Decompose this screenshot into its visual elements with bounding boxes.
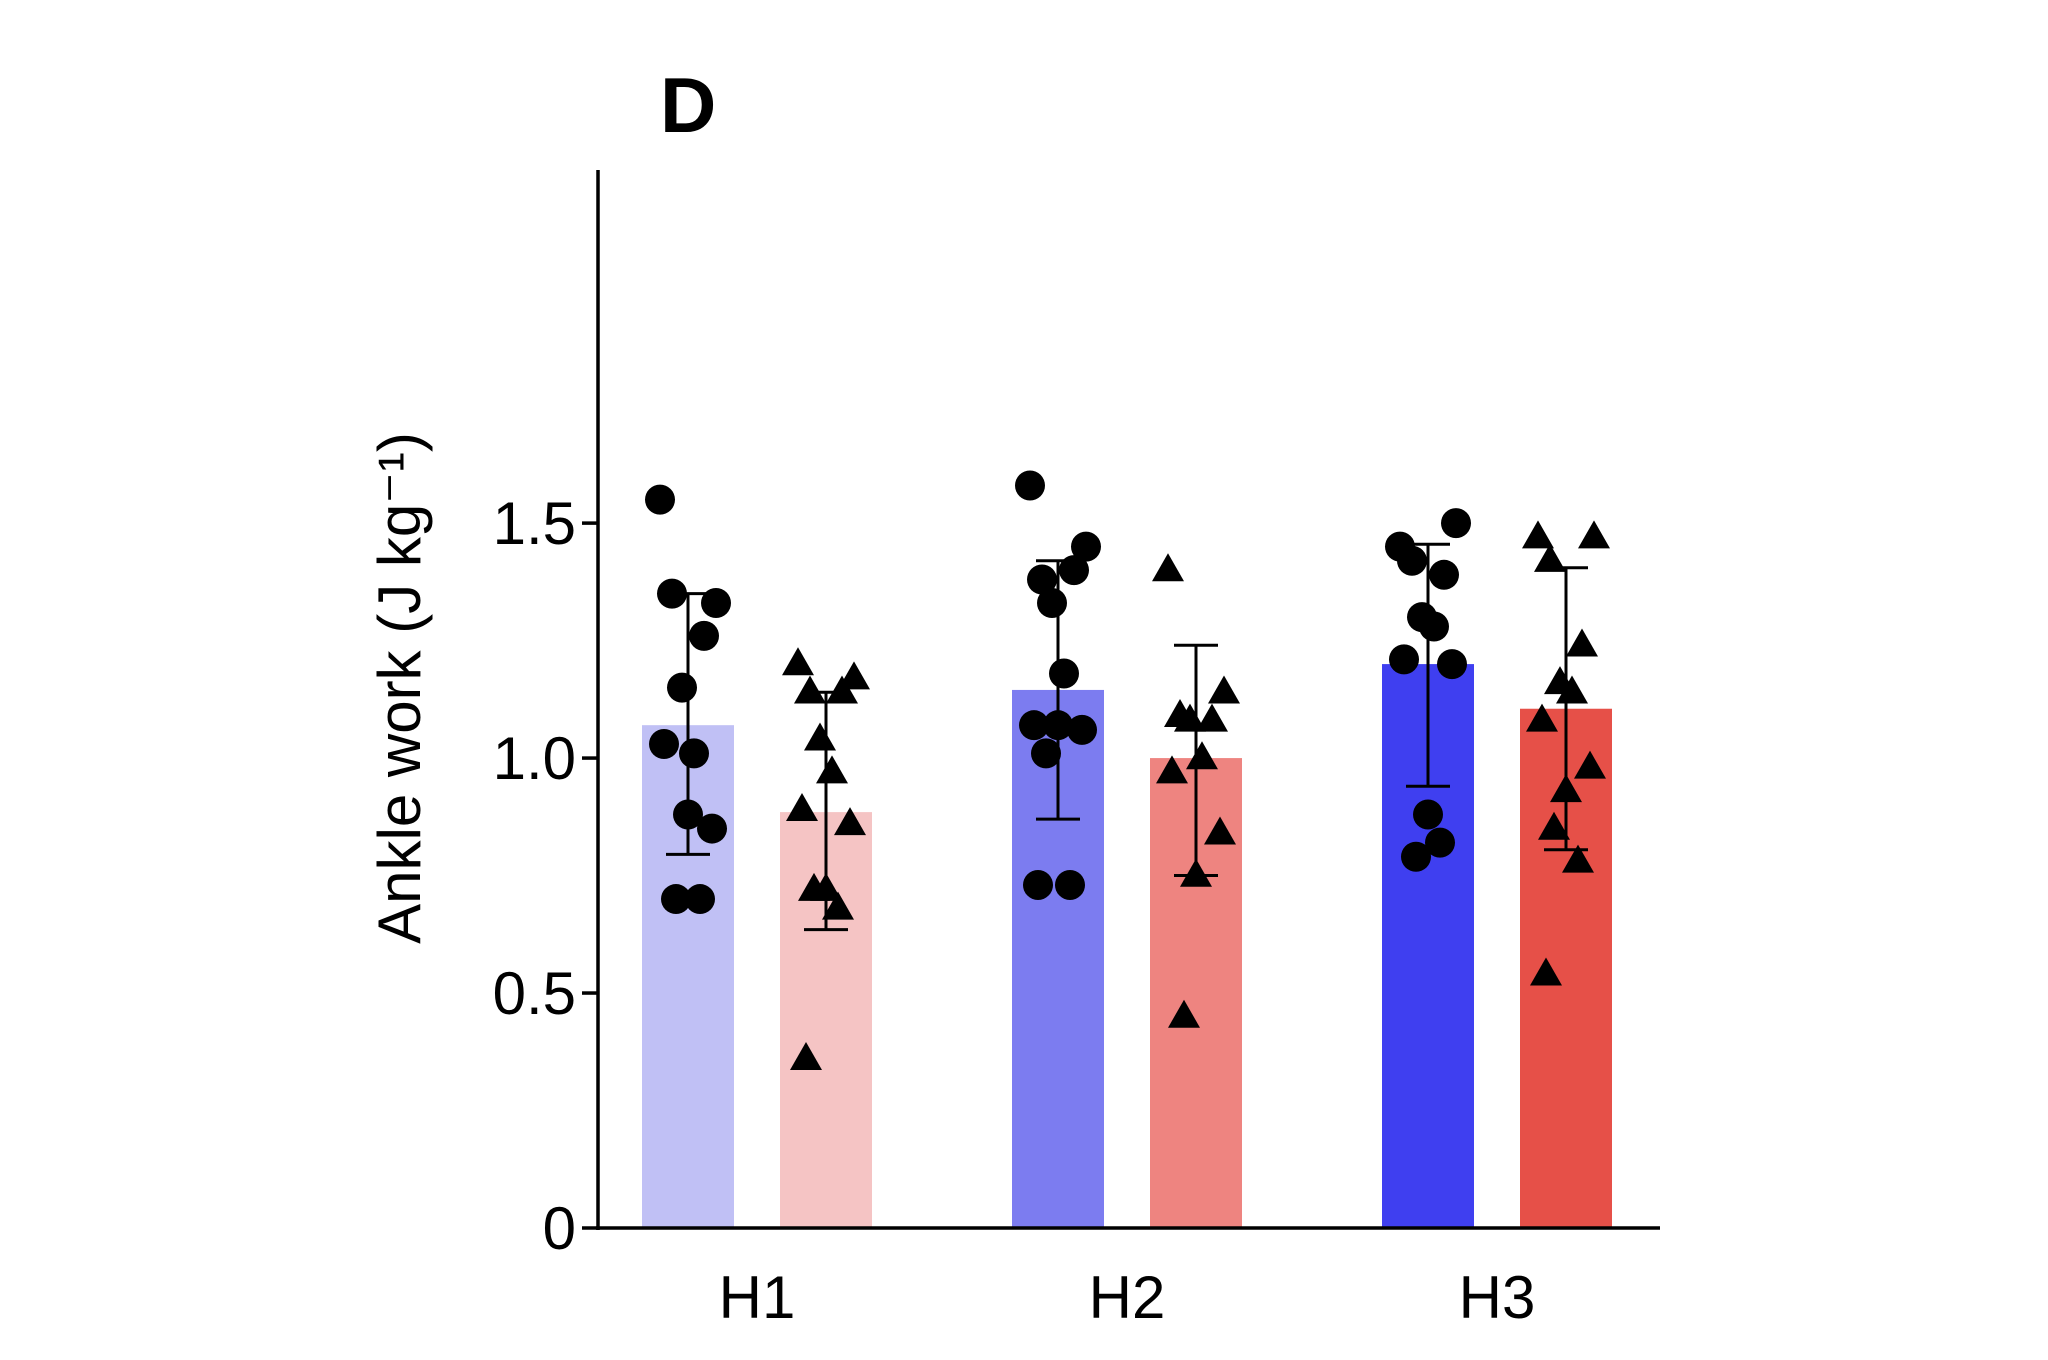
point-h2-circle [1049,658,1079,689]
point-h1-triangle [790,1042,822,1071]
axes-layer: 0 0.5 1.0 1.5 H1 H2 H3 [493,170,1660,1331]
point-h2-triangle [1174,703,1206,732]
point-h2-triangle [1180,858,1212,887]
point-h1-circle [701,588,731,618]
x-category-label: H1 [719,1264,796,1331]
point-h2-circle [1031,738,1061,769]
point-h3-triangle [1562,844,1594,873]
point-h3-circle [1413,799,1443,830]
point-h1-triangle [804,722,836,751]
point-h2-triangle [1152,553,1184,582]
bars-layer [642,664,1612,1228]
point-h1-triangle [838,661,870,690]
point-h1-triangle [786,792,818,821]
point-h3-circle [1401,841,1431,872]
point-h2-triangle [1168,999,1200,1028]
point-h3-triangle [1534,543,1566,572]
point-h1-circle [649,728,679,759]
points-layer [645,470,1610,1071]
y-axis-label: Ankle work (J kg⁻¹) [366,432,433,944]
point-h1-triangle [794,675,826,704]
point-h2-triangle [1196,703,1228,732]
point-h1-circle [673,799,703,830]
point-h1-circle [685,884,715,915]
point-h3-triangle [1578,520,1610,549]
point-h1-triangle [826,675,858,704]
point-h3-circle [1437,649,1467,680]
point-h1-circle [661,884,691,915]
point-h1-circle [657,578,687,609]
point-h1-triangle [822,891,854,920]
point-h2-circle [1037,588,1067,618]
point-h3-circle [1389,644,1419,675]
point-h2-circle [1055,869,1085,900]
point-h3-triangle [1566,628,1598,657]
point-h1-circle [697,813,727,844]
point-h3-circle [1441,508,1471,539]
point-h3-circle [1429,559,1459,590]
point-h1-circle [689,620,719,651]
y-tick-label: 1.0 [493,725,576,792]
point-h1-triangle [782,647,814,676]
point-h3-circle [1419,611,1449,642]
point-h3-triangle [1526,703,1558,732]
point-h1-circle [667,672,697,703]
point-h3-triangle [1530,957,1562,986]
point-h2-circle [1059,555,1089,586]
point-h2-circle [1023,869,1053,900]
point-h3-triangle [1556,675,1588,704]
x-category-label: H2 [1089,1264,1166,1331]
panel-label: D [660,61,716,149]
point-h2-triangle [1208,675,1240,704]
point-h2-circle [1027,564,1057,595]
point-h2-triangle [1204,816,1236,845]
point-h2-circle [1015,470,1045,501]
point-h1-circle [645,484,675,515]
y-tick-label: 0.5 [493,960,576,1027]
point-h2-circle [1067,714,1097,745]
point-h3-triangle [1550,774,1582,803]
point-h1-circle [679,738,709,769]
point-h3-circle [1397,545,1427,576]
y-tick-label: 1.5 [493,490,576,557]
point-h2-circle [1071,531,1101,562]
point-h3-triangle [1574,750,1606,779]
point-h3-circle [1425,827,1455,858]
point-h3-triangle [1522,520,1554,549]
point-h1-triangle [798,872,830,901]
y-tick-label: 0 [543,1195,576,1262]
point-h2-triangle [1156,755,1188,784]
point-h2-triangle [1186,741,1218,770]
point-h3-triangle [1538,811,1570,840]
x-category-label: H3 [1459,1264,1536,1331]
point-h1-triangle [834,807,866,836]
point-h2-circle [1019,710,1049,741]
point-h1-triangle [816,755,848,784]
point-h2-circle [1043,710,1073,741]
